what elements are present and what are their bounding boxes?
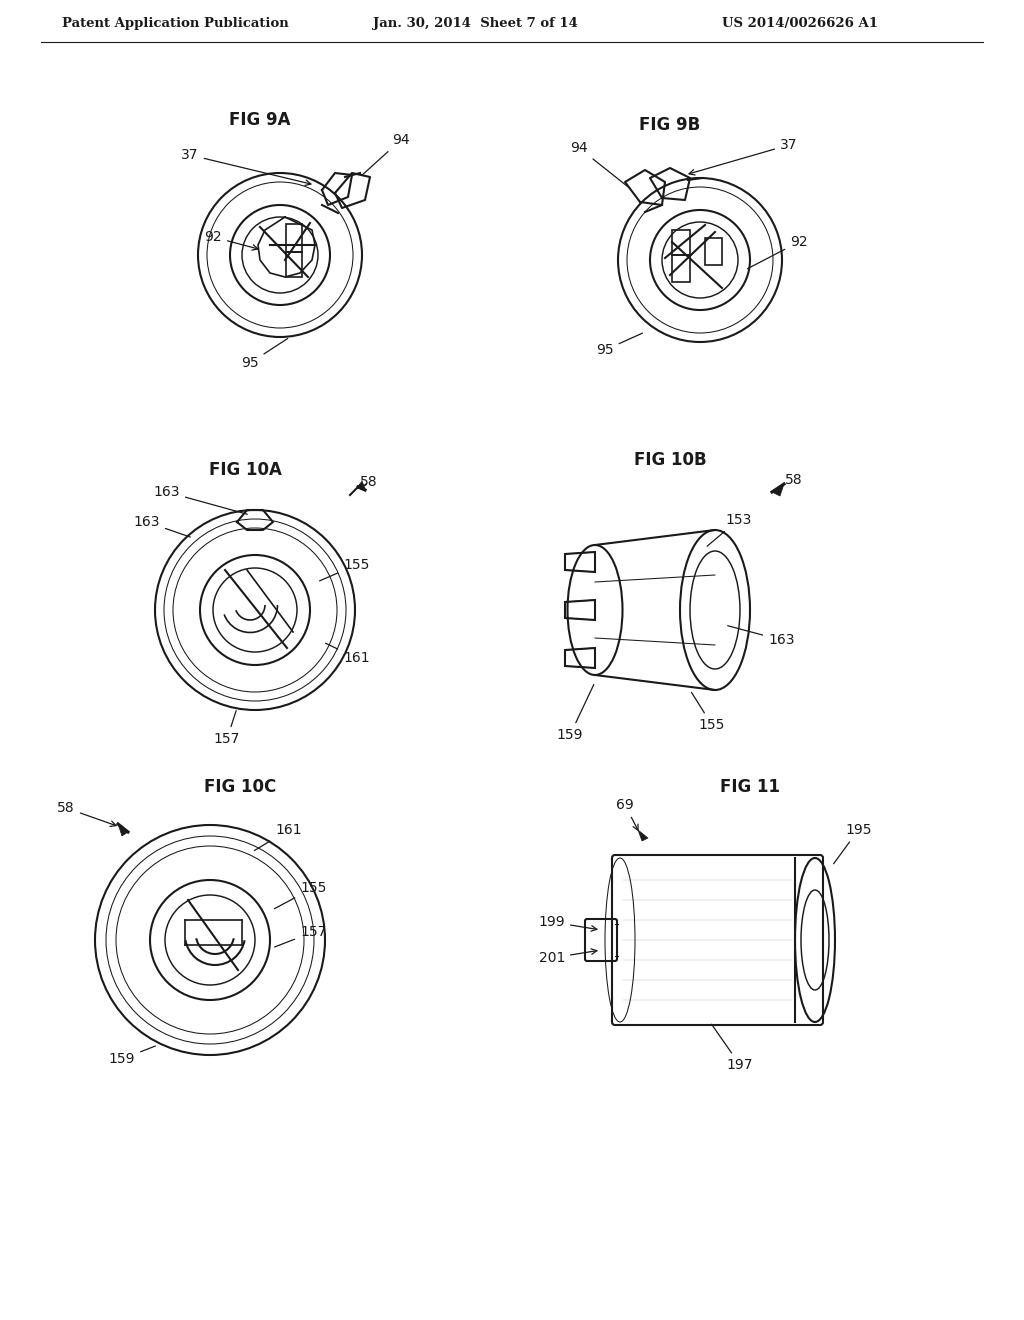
Text: 58: 58 — [360, 475, 378, 488]
Text: 157: 157 — [214, 710, 241, 746]
Text: 159: 159 — [109, 1045, 156, 1067]
Text: FIG 9A: FIG 9A — [229, 111, 291, 129]
Text: 161: 161 — [254, 822, 302, 850]
Text: 155: 155 — [319, 558, 370, 581]
Text: 58: 58 — [57, 801, 116, 826]
Text: 37: 37 — [689, 139, 798, 176]
Text: 92: 92 — [205, 230, 258, 251]
Polygon shape — [358, 480, 366, 491]
Text: FIG 10B: FIG 10B — [634, 451, 707, 469]
Polygon shape — [638, 830, 648, 841]
Text: FIG 9B: FIG 9B — [639, 116, 700, 135]
Text: FIG 10A: FIG 10A — [209, 461, 282, 479]
Text: 197: 197 — [712, 1024, 754, 1072]
Text: 163: 163 — [154, 484, 248, 515]
Text: 201: 201 — [539, 949, 597, 965]
Polygon shape — [772, 484, 784, 496]
Text: FIG 10C: FIG 10C — [204, 777, 276, 796]
Text: 95: 95 — [242, 338, 288, 370]
Text: 159: 159 — [557, 685, 594, 742]
Polygon shape — [118, 824, 128, 836]
Text: 195: 195 — [834, 822, 871, 863]
Text: 157: 157 — [274, 925, 327, 946]
Text: 163: 163 — [133, 515, 190, 537]
Text: 161: 161 — [326, 643, 370, 665]
Text: 92: 92 — [748, 235, 808, 269]
Text: 163: 163 — [728, 626, 795, 647]
Text: 199: 199 — [539, 915, 597, 931]
Text: 94: 94 — [362, 133, 410, 176]
Text: 153: 153 — [708, 513, 752, 546]
Text: FIG 11: FIG 11 — [720, 777, 780, 796]
Text: Patent Application Publication: Patent Application Publication — [61, 16, 289, 29]
Text: 95: 95 — [596, 333, 642, 356]
Text: 155: 155 — [274, 880, 327, 908]
Text: US 2014/0026626 A1: US 2014/0026626 A1 — [722, 16, 878, 29]
Text: 58: 58 — [780, 473, 803, 488]
Text: 94: 94 — [570, 141, 630, 189]
Text: 155: 155 — [691, 693, 725, 733]
Text: 69: 69 — [616, 799, 638, 830]
Text: Jan. 30, 2014  Sheet 7 of 14: Jan. 30, 2014 Sheet 7 of 14 — [373, 16, 578, 29]
Text: 37: 37 — [181, 148, 311, 185]
